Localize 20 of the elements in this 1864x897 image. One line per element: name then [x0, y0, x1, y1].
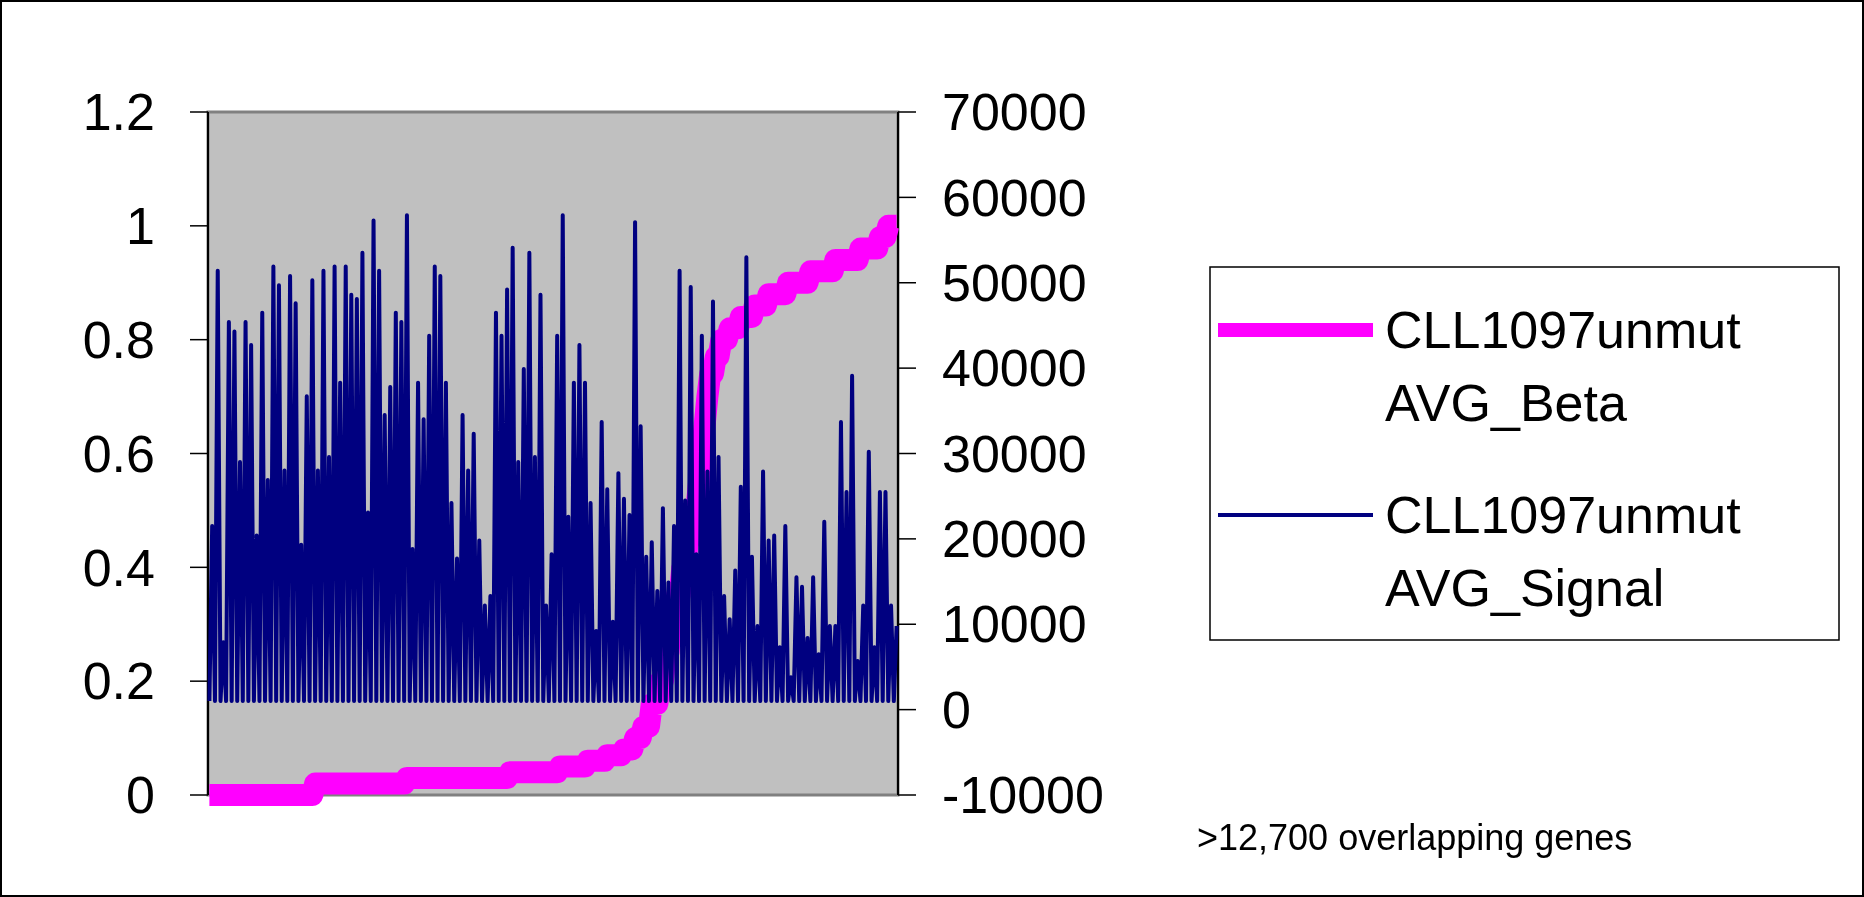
y2-tick-label: 70000	[942, 83, 1087, 142]
y-tick-label: 1.2	[82, 83, 155, 142]
y-tick-label: 0	[126, 766, 155, 825]
y2-tick-label: 60000	[942, 168, 1087, 227]
y2-tick-label: 20000	[942, 510, 1087, 569]
y2-tick-label: 0	[942, 680, 971, 739]
legend-label: CLL1097unmut AVG_Signal	[1385, 486, 1742, 617]
y-tick-label: 0.6	[82, 424, 155, 483]
y2-tick-label: 50000	[942, 253, 1087, 312]
y-tick-label: 0.8	[82, 310, 155, 369]
y-tick-label: 0.4	[82, 538, 155, 597]
line-series	[207, 213, 899, 704]
y2-tick-label: -10000	[942, 766, 1104, 825]
y2-tick-label: 30000	[942, 424, 1087, 483]
legend-label: CLL1097unmut AVG_Beta	[1385, 301, 1742, 432]
text: >12,700 overlapping genes	[1197, 817, 1633, 858]
y2-tick-label: 10000	[942, 595, 1087, 654]
y-tick-label: 0.2	[82, 652, 155, 711]
y-tick-label: 1	[126, 197, 155, 256]
y2-tick-label: 40000	[942, 339, 1087, 398]
